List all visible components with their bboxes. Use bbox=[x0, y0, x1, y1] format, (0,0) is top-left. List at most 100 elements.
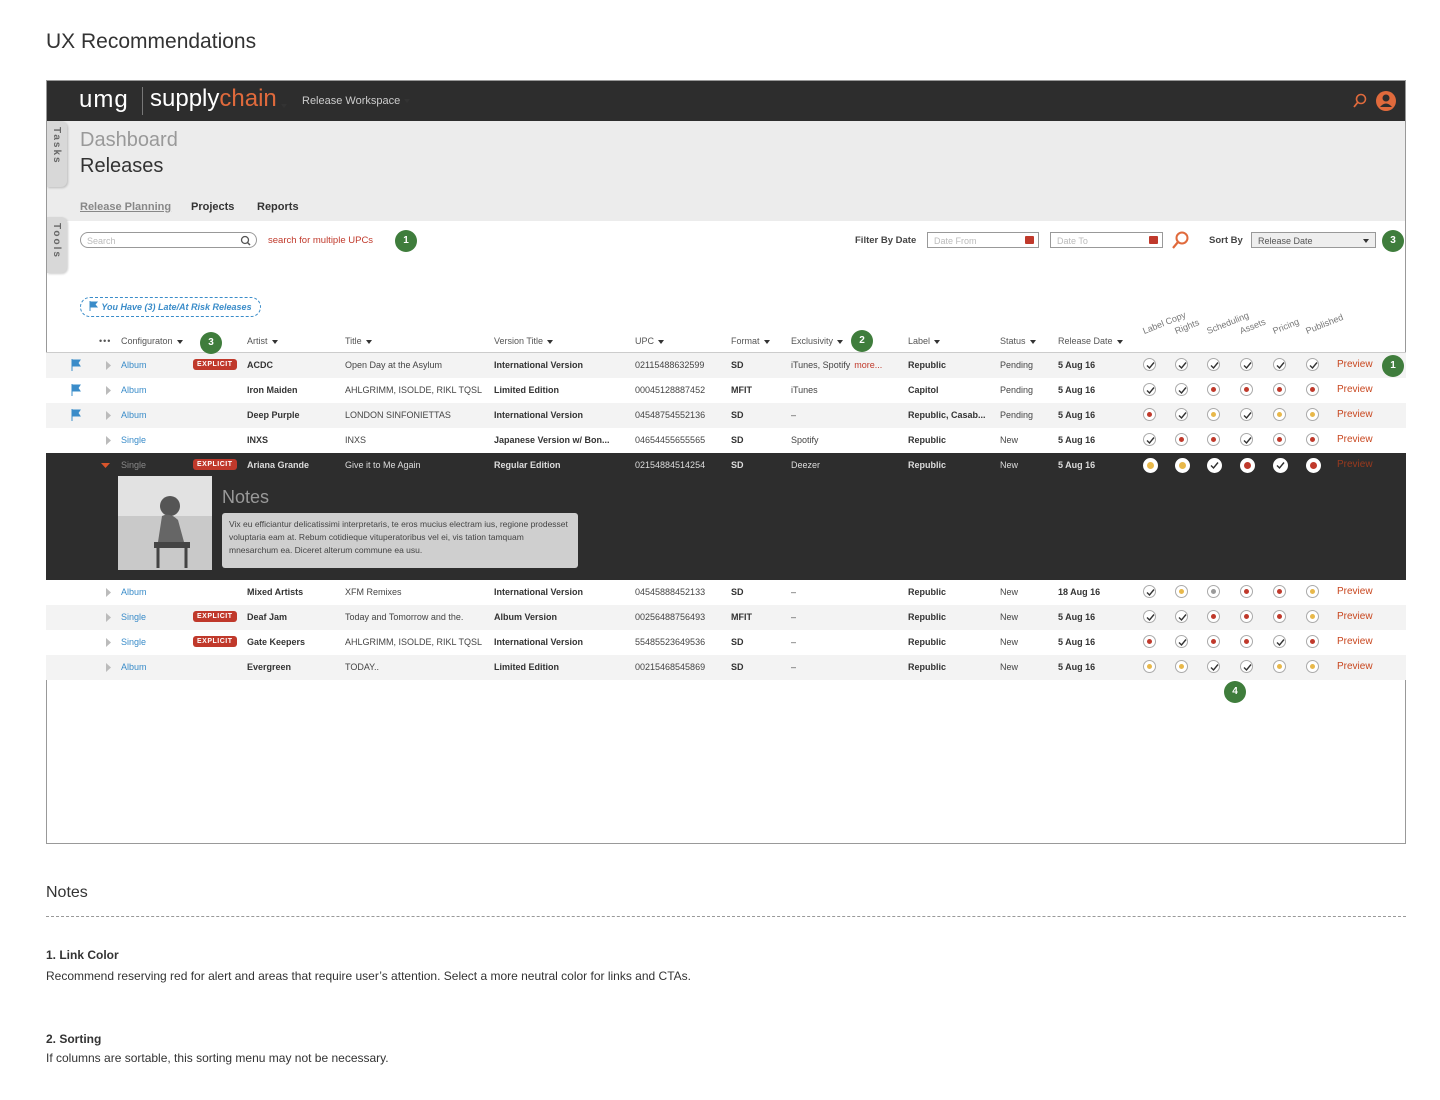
configuration-link[interactable]: Single bbox=[121, 637, 147, 647]
status-icon bbox=[1207, 458, 1222, 473]
preview-link[interactable]: Preview bbox=[1337, 636, 1373, 647]
status-dot bbox=[1310, 664, 1315, 669]
label: Republic bbox=[908, 662, 947, 672]
table-row[interactable]: Album EXPLICIT ACDC Open Day at the Asylum I… bbox=[46, 353, 1406, 378]
expand-toggle[interactable] bbox=[104, 638, 114, 648]
exclusivity: – bbox=[791, 612, 796, 622]
column-header[interactable]: Release Date bbox=[1058, 336, 1123, 346]
breadcrumb[interactable]: Dashboard bbox=[80, 129, 178, 151]
date-from-input[interactable]: Date From bbox=[927, 232, 1039, 248]
column-header[interactable]: Title bbox=[345, 336, 372, 346]
tab-reports[interactable]: Reports bbox=[257, 201, 299, 213]
status-icon bbox=[1175, 660, 1188, 673]
sort-value: Release Date bbox=[1258, 236, 1313, 246]
table-row[interactable]: Album Evergreen TODAY.. Limited Edition 0021… bbox=[46, 655, 1406, 680]
configuration-link[interactable]: Album bbox=[121, 410, 147, 420]
search-input-icon bbox=[240, 235, 251, 246]
exclusivity-text: iTunes bbox=[791, 385, 818, 395]
column-header[interactable]: UPC bbox=[635, 336, 664, 346]
expand-toggle[interactable] bbox=[101, 462, 111, 472]
check-mark bbox=[1276, 639, 1285, 647]
table-row[interactable]: Single EXPLICIT Gate Keepers AHLGRIMM, ISOL… bbox=[46, 630, 1406, 655]
column-header[interactable]: Label bbox=[908, 336, 940, 346]
release-date: 5 Aug 16 bbox=[1058, 612, 1096, 622]
annotation-marker: 4 bbox=[1224, 681, 1246, 703]
preview-link[interactable]: Preview bbox=[1337, 434, 1373, 445]
search-input[interactable]: Search bbox=[80, 232, 257, 248]
date-to-input[interactable]: Date To bbox=[1050, 232, 1163, 248]
search-placeholder: Search bbox=[87, 236, 116, 246]
column-header[interactable]: Artist bbox=[247, 336, 278, 346]
explicit-badge: EXPLICIT bbox=[193, 636, 237, 647]
configuration-link[interactable]: Album bbox=[121, 385, 147, 395]
column-header[interactable]: Status bbox=[1000, 336, 1036, 346]
table-row[interactable]: Album Iron Maiden AHLGRIMM, ISOLDE, RIKL T… bbox=[46, 378, 1406, 403]
expand-toggle[interactable] bbox=[104, 386, 114, 396]
format: SD bbox=[731, 360, 744, 370]
column-header[interactable]: Format bbox=[731, 336, 770, 346]
configuration-link[interactable]: Album bbox=[121, 587, 147, 597]
version-title: Regular Edition bbox=[494, 460, 561, 470]
sort-select[interactable]: Release Date bbox=[1251, 232, 1376, 248]
configuration-link[interactable]: Album bbox=[121, 662, 147, 672]
title: Open Day at the Asylum bbox=[345, 360, 443, 370]
workspace-menu[interactable]: Release Workspace bbox=[302, 95, 410, 107]
expand-toggle[interactable] bbox=[104, 411, 114, 421]
status-icon bbox=[1143, 358, 1156, 371]
expand-toggle[interactable] bbox=[104, 436, 114, 446]
preview-link[interactable]: Preview bbox=[1337, 359, 1373, 370]
multi-upc-link[interactable]: search for multiple UPCs bbox=[268, 235, 374, 246]
brand-umg[interactable]: umg bbox=[79, 86, 129, 113]
annotation-marker: 3 bbox=[1382, 230, 1404, 252]
table-row[interactable]: Album Deep Purple LONDON SINFONIETTAS Inter… bbox=[46, 403, 1406, 428]
preview-link[interactable]: Preview bbox=[1337, 586, 1373, 597]
expand-toggle[interactable] bbox=[104, 361, 114, 371]
table-row[interactable]: Album Mixed Artists XFM Remixes Internation… bbox=[46, 580, 1406, 605]
artist: ACDC bbox=[247, 360, 273, 370]
table-row[interactable]: Single INXS INXS Japanese Version w/ Bon...… bbox=[46, 428, 1406, 453]
artist: Deep Purple bbox=[247, 410, 300, 420]
status-dot bbox=[1211, 412, 1216, 417]
expand-toggle[interactable] bbox=[104, 588, 114, 598]
table-row[interactable]: Single EXPLICIT Deaf Jam Today and Tomorrow… bbox=[46, 605, 1406, 630]
user-avatar[interactable] bbox=[1375, 90, 1397, 112]
tab-projects[interactable]: Projects bbox=[191, 201, 235, 213]
filter-search-icon[interactable] bbox=[1171, 230, 1191, 250]
release-date: 5 Aug 16 bbox=[1058, 360, 1096, 370]
preview-link[interactable]: Preview bbox=[1337, 661, 1373, 672]
side-tab-tasks[interactable]: Tasks bbox=[47, 121, 67, 187]
status-dot bbox=[1310, 462, 1317, 469]
preview-link[interactable]: Preview bbox=[1337, 459, 1373, 470]
configuration-link[interactable]: Single bbox=[121, 435, 147, 445]
tab-release-planning[interactable]: Release Planning bbox=[80, 201, 172, 213]
brand-supply[interactable]: supplychain bbox=[150, 85, 287, 113]
version-title: International Version bbox=[494, 360, 584, 370]
side-tab-tools[interactable]: Tools bbox=[47, 217, 67, 273]
status-icon bbox=[1207, 660, 1220, 673]
column-header[interactable]: Exclusivity bbox=[791, 336, 843, 346]
preview-link[interactable]: Preview bbox=[1337, 409, 1373, 420]
configuration-link[interactable]: Single bbox=[121, 612, 147, 622]
configuration-link[interactable]: Single bbox=[121, 460, 147, 470]
risk-alert[interactable]: You Have (3) Late/At Risk Releases bbox=[80, 297, 261, 317]
label: Republic bbox=[908, 360, 947, 370]
column-header[interactable]: Version Title bbox=[494, 336, 553, 346]
expand-toggle[interactable] bbox=[104, 663, 114, 673]
check-mark bbox=[1178, 614, 1187, 622]
configuration-link[interactable]: Album bbox=[121, 360, 147, 370]
status-icon bbox=[1143, 610, 1156, 623]
notes-text: Vix eu efficiantur delicatissimi interpr… bbox=[229, 519, 568, 555]
column-header[interactable]: Configuraton bbox=[121, 336, 183, 346]
preview-link[interactable]: Preview bbox=[1337, 611, 1373, 622]
release-date: 5 Aug 16 bbox=[1058, 410, 1096, 420]
table-row[interactable]: Single EXPLICIT Ariana Grande Give it to Me… bbox=[46, 453, 1406, 580]
exclusivity: – bbox=[791, 410, 796, 420]
more-columns[interactable]: ••• bbox=[99, 336, 112, 346]
expand-toggle[interactable] bbox=[104, 613, 114, 623]
status-icon bbox=[1306, 408, 1319, 421]
upc: 04654455655565 bbox=[635, 435, 706, 445]
search-icon[interactable] bbox=[1353, 93, 1367, 109]
preview-link[interactable]: Preview bbox=[1337, 384, 1373, 395]
more-link[interactable]: more... bbox=[854, 360, 883, 370]
